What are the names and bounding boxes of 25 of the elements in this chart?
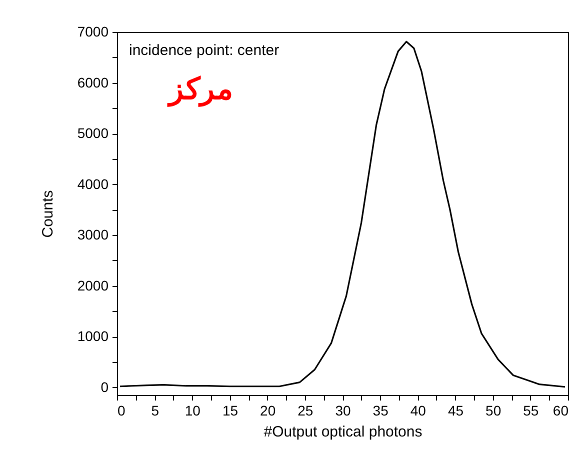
annotation: incidence point: center — [129, 42, 280, 59]
x-tick-label: 5 — [151, 402, 160, 418]
x-tick-label: 15 — [222, 402, 238, 418]
y-tick-label: 2000 — [77, 277, 109, 294]
x-tick-label: 10 — [184, 402, 201, 418]
x-tick-label: 40 — [410, 402, 426, 418]
y-tick-label: 0 — [100, 378, 109, 395]
y-tick-label: 1000 — [77, 328, 109, 344]
y-tick-label: 6000 — [77, 74, 109, 90]
y-tick-label: 4000 — [77, 176, 109, 192]
annotation: مرکز — [167, 73, 233, 107]
x-axis-title: #Output optical photons — [264, 424, 422, 440]
x-tick-label: 0 — [118, 402, 126, 418]
x-tick-label: 25 — [298, 402, 314, 418]
y-axis-title: Counts — [39, 190, 56, 238]
x-tick-label: 20 — [260, 402, 276, 418]
x-tick-label: 35 — [372, 402, 389, 418]
x-tick-label: 30 — [335, 402, 351, 418]
y-tick-label: 7000 — [77, 24, 109, 40]
y-tick-label: 3000 — [77, 226, 109, 243]
y-tick-label: 5000 — [77, 125, 109, 142]
x-tick-label: 60 — [552, 402, 569, 418]
x-tick-label: 45 — [448, 402, 464, 418]
x-tick-label: 55 — [523, 402, 539, 418]
x-tick-label: 50 — [486, 402, 502, 418]
